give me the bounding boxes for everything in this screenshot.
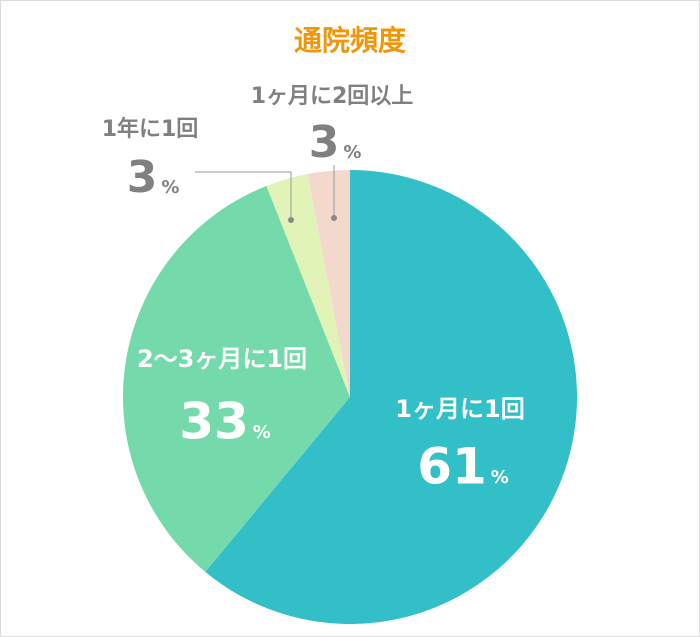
leader-line: [195, 171, 292, 220]
value-unit: %: [161, 177, 179, 198]
leader-dot: [331, 215, 337, 221]
value-label: 3: [127, 152, 158, 203]
pie-slice: [266, 174, 350, 397]
value-unit: %: [253, 422, 271, 443]
slice-label: 1ヶ月に2回以上: [251, 84, 414, 109]
pie-slice: [205, 170, 578, 624]
pie-slice: [122, 185, 350, 572]
slice-label: 2〜3ヶ月に1回: [137, 345, 307, 373]
value-unit: %: [491, 467, 509, 488]
pie-slice: [307, 170, 350, 397]
slice-label: 1ヶ月に1回: [395, 395, 524, 423]
value-label: 33: [179, 393, 249, 451]
value-label: 3: [309, 117, 340, 168]
leader-dot: [288, 217, 294, 223]
chart-title: 通院頻度: [294, 24, 406, 57]
value-label: 61: [417, 438, 487, 496]
value-unit: %: [343, 142, 361, 163]
slice-label: 1年に1回: [102, 116, 199, 142]
